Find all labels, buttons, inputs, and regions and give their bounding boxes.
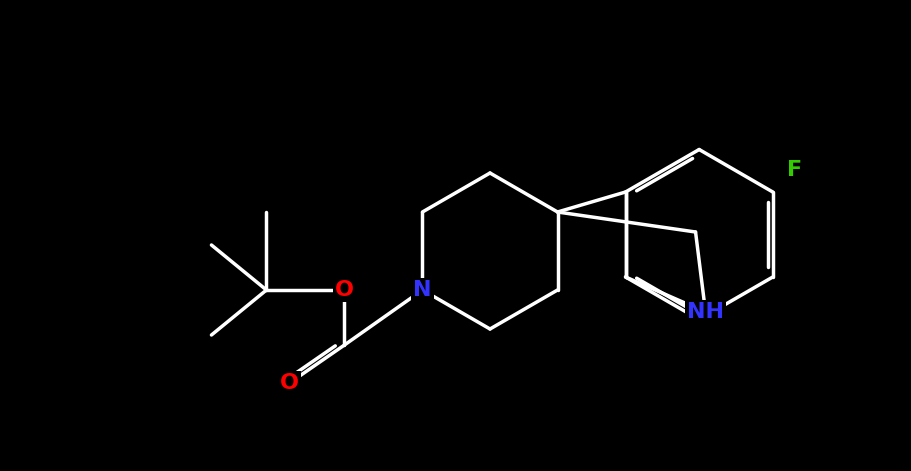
- Text: O: O: [335, 280, 354, 300]
- Text: F: F: [787, 160, 803, 180]
- Text: O: O: [280, 373, 299, 393]
- Text: NH: NH: [687, 302, 724, 322]
- Text: N: N: [414, 280, 432, 300]
